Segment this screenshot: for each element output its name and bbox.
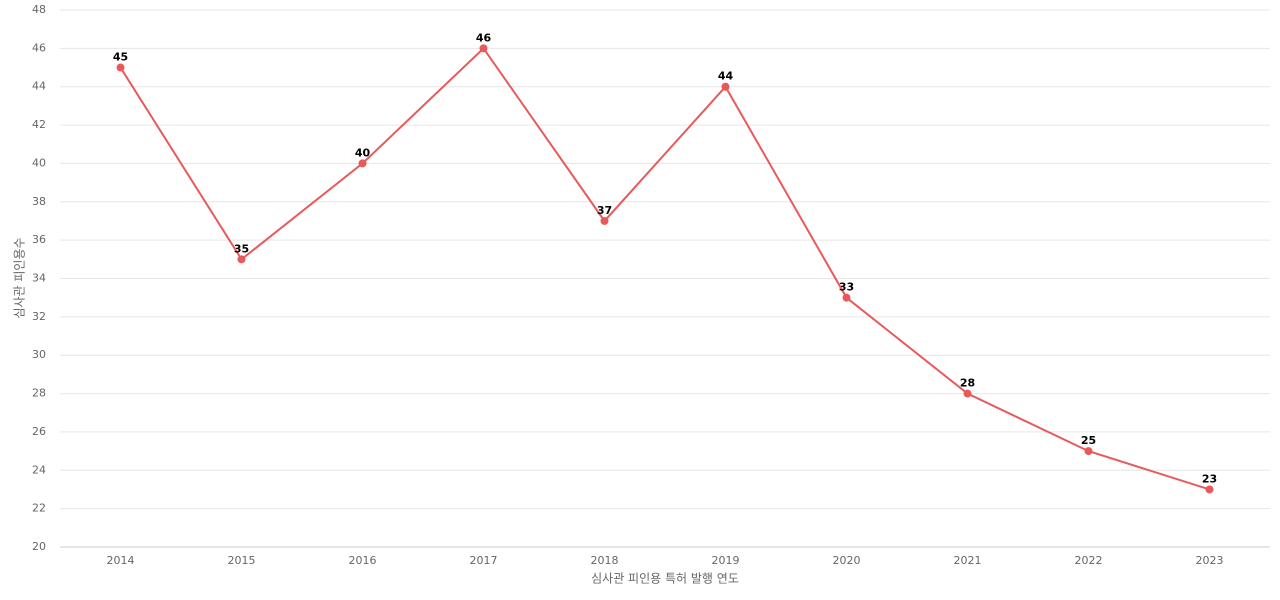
- point: [358, 159, 367, 168]
- value-label: 23: [1202, 472, 1217, 485]
- x-tick-label: 2015: [228, 554, 256, 567]
- x-tick-label: 2016: [349, 554, 377, 567]
- point: [963, 389, 972, 398]
- line: [119, 46, 1210, 491]
- point: [1205, 485, 1214, 494]
- point: [237, 255, 246, 264]
- point: [600, 216, 609, 225]
- point: [721, 82, 730, 91]
- x-tick-label: 2020: [833, 554, 861, 567]
- value-label: 33: [839, 281, 854, 294]
- x-tick-label: 2019: [712, 554, 740, 567]
- point: [479, 44, 488, 53]
- y-tick-label: 34: [32, 272, 46, 285]
- y-tick-label: 46: [32, 41, 46, 54]
- point: [1084, 447, 1093, 456]
- x-tick-label: 2017: [470, 554, 498, 567]
- x-axis-label: 심사관 피인용 특허 발행 연도: [591, 571, 739, 586]
- y-tick-label: 32: [32, 310, 46, 323]
- value-label: 35: [234, 242, 249, 255]
- y-tick-label: 40: [32, 156, 46, 169]
- x-tick-label: 2018: [591, 554, 619, 567]
- x-tick-label: 2022: [1075, 554, 1103, 567]
- y-tick-label: 24: [32, 463, 46, 476]
- y-tick-label: 26: [32, 425, 46, 438]
- y-tick-label: 48: [32, 3, 46, 16]
- y-tick-label: 36: [32, 233, 46, 246]
- y-tick-label: 38: [32, 195, 46, 208]
- value-label: 25: [1081, 434, 1096, 447]
- value-label: 28: [960, 377, 975, 390]
- y-tick-label: 42: [32, 118, 46, 131]
- value-label: 37: [597, 204, 612, 217]
- y-tick-label: 28: [32, 387, 46, 400]
- y-tick-label: 30: [32, 348, 46, 361]
- x-tick-label: 2021: [954, 554, 982, 567]
- value-label: 40: [355, 146, 371, 159]
- value-label: 46: [476, 31, 492, 44]
- value-label: 45: [113, 51, 128, 64]
- y-tick-label: 44: [32, 80, 46, 93]
- point: [116, 63, 125, 72]
- y-axis-label: 심사관 피인용수: [13, 237, 27, 318]
- x-tick-label: 2014: [107, 554, 135, 567]
- point: [842, 293, 851, 302]
- value-label: 44: [718, 70, 734, 83]
- y-tick-label: 20: [32, 540, 46, 553]
- y-tick-label: 22: [32, 502, 46, 515]
- x-tick-label: 2023: [1196, 554, 1224, 567]
